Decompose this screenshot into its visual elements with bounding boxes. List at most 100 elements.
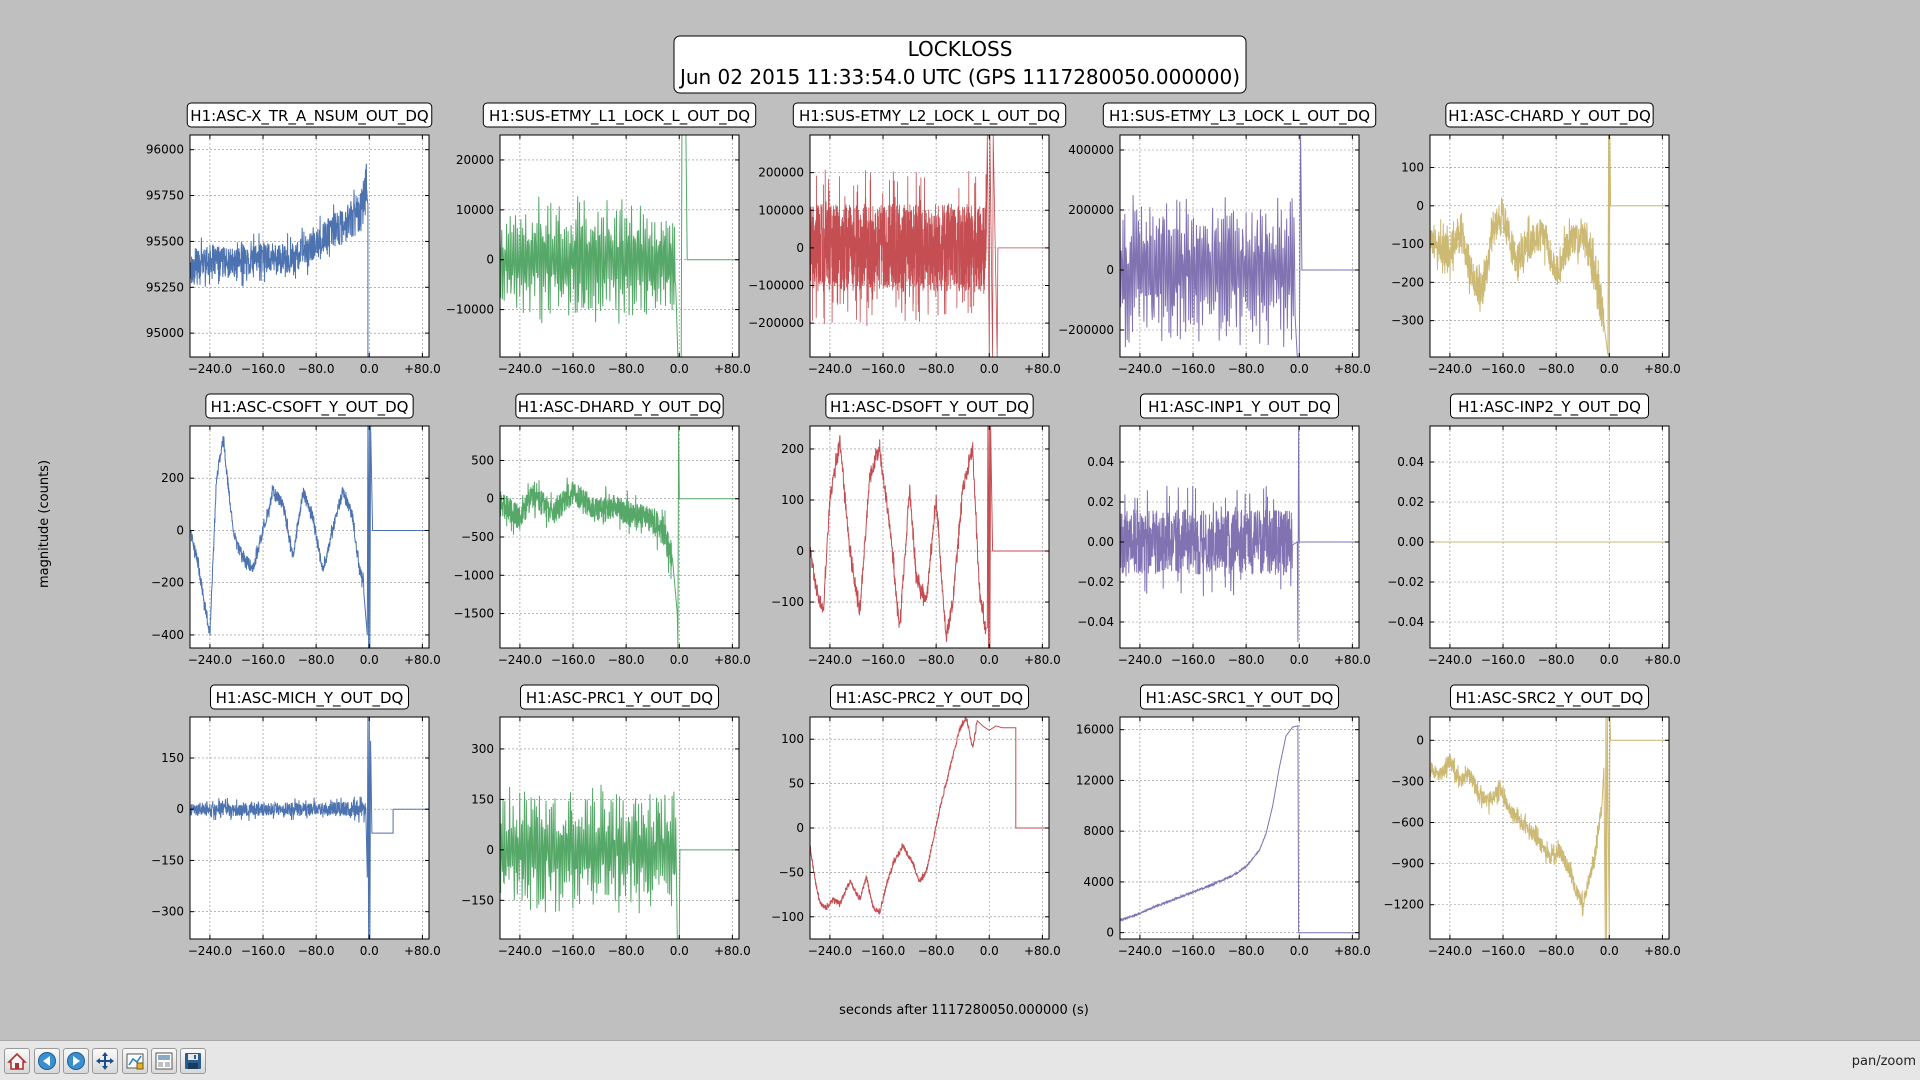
x-tick-label: 0.0 — [670, 362, 689, 376]
subplot-title: H1:ASC-DSOFT_Y_OUT_DQ — [825, 393, 1034, 419]
forward-button[interactable] — [63, 1048, 89, 1074]
figure-title-line2: Jun 02 2015 11:33:54.0 UTC (GPS 11172800… — [678, 65, 1240, 89]
subplot-title-text: H1:ASC-SRC2_Y_OUT_DQ — [1456, 689, 1644, 708]
subplot-title-box — [1445, 102, 1654, 128]
axes-frame — [1119, 425, 1360, 649]
configure-subplots-button[interactable] — [122, 1048, 148, 1074]
subplot-title-text: H1:SUS-ETMY_L2_LOCK_L_OUT_DQ — [799, 107, 1060, 126]
series-line — [810, 717, 1049, 915]
figure-canvas: LOCKLOSS Jun 02 2015 11:33:54.0 UTC (GPS… — [37, 35, 1681, 1018]
y-tick-label: 500 — [471, 453, 494, 467]
y-tick-label: 0.00 — [1087, 535, 1114, 549]
save-button[interactable] — [180, 1048, 206, 1074]
x-tick-label: −80.0 — [608, 944, 645, 958]
subplot-title: H1:ASC-SRC1_Y_OUT_DQ — [1140, 684, 1339, 710]
axes-frame — [499, 716, 740, 940]
y-tick-label: −300 — [151, 905, 184, 919]
figure-title: LOCKLOSS Jun 02 2015 11:33:54.0 UTC (GPS… — [673, 35, 1247, 94]
x-tick-label: +80.0 — [1334, 362, 1371, 376]
y-tick-label: 50 — [789, 777, 804, 791]
y-tick-label: 100000 — [758, 203, 804, 217]
series-line — [500, 784, 739, 939]
x-tick-label: +80.0 — [1024, 362, 1061, 376]
x-tick-label: −160.0 — [1171, 944, 1215, 958]
edit-axes-icon — [155, 1052, 173, 1070]
x-tick-label: −160.0 — [551, 362, 595, 376]
subplot-title-box — [792, 102, 1067, 128]
y-tick-label: 150 — [161, 751, 184, 765]
x-axis-label: seconds after 1117280050.000000 (s) — [839, 1003, 1089, 1018]
subplot-title-text: H1:ASC-SRC1_Y_OUT_DQ — [1146, 689, 1334, 708]
x-tick-label: 0.0 — [360, 944, 379, 958]
y-tick-label: −200000 — [1058, 323, 1114, 337]
y-tick-label: 0.00 — [1397, 535, 1424, 549]
series-line — [190, 426, 429, 648]
x-tick-label: 0.0 — [980, 944, 999, 958]
x-tick-label: −240.0 — [808, 362, 852, 376]
x-tick-label: 0.0 — [1290, 944, 1309, 958]
x-tick-label: 0.0 — [1290, 653, 1309, 667]
plot-area — [190, 426, 429, 648]
x-tick-label: 0.0 — [980, 362, 999, 376]
plot-area — [810, 717, 1049, 939]
subplot-title-text: H1:ASC-PRC1_Y_OUT_DQ — [526, 689, 713, 708]
subplot-title: H1:SUS-ETMY_L1_LOCK_L_OUT_DQ — [482, 102, 757, 128]
pan-button[interactable] — [92, 1048, 118, 1074]
subplot-title: H1:ASC-PRC2_Y_OUT_DQ — [830, 684, 1029, 710]
plot-area — [1430, 717, 1669, 939]
subplot-title-box — [520, 684, 719, 710]
home-button[interactable] — [4, 1048, 30, 1074]
series-line — [1430, 717, 1669, 939]
series-line — [810, 135, 1049, 357]
x-tick-label: +80.0 — [714, 362, 751, 376]
y-tick-label: −200000 — [748, 316, 804, 330]
subplot-title-box — [515, 393, 724, 419]
subplot-title-text: H1:ASC-X_TR_A_NSUM_OUT_DQ — [190, 107, 428, 126]
y-tick-label: 12000 — [1076, 773, 1114, 787]
subplot: −240.0 −160.0 −80.0 0.0 +80.0 −0.04 −0.02 0.00 0… — [1077, 393, 1371, 667]
x-tick-label: +80.0 — [1644, 653, 1681, 667]
y-tick-label: 95000 — [146, 326, 184, 340]
y-tick-label: 0 — [796, 544, 804, 558]
y-tick-label: 0 — [1416, 199, 1424, 213]
y-tick-label: 0 — [796, 821, 804, 835]
x-tick-label: −80.0 — [1228, 362, 1265, 376]
subplot: −240.0 −160.0 −80.0 0.0 +80.0 0 4000 8000 12000 1… — [1076, 684, 1371, 958]
x-tick-label: +80.0 — [714, 944, 751, 958]
y-tick-label: 0.04 — [1087, 455, 1114, 469]
series-line — [500, 426, 739, 648]
y-tick-label: 20000 — [456, 153, 494, 167]
figure-title-line1: LOCKLOSS — [908, 37, 1013, 61]
subplot-title-box — [825, 393, 1034, 419]
x-tick-label: +80.0 — [714, 653, 751, 667]
subplot-title-box — [210, 684, 409, 710]
subplots: −240.0 −160.0 −80.0 0.0 +80.0 95000 95250 95500… — [146, 102, 1681, 958]
x-tick-label: −160.0 — [241, 944, 285, 958]
y-tick-label: 0 — [796, 241, 804, 255]
subplot-title-text: H1:SUS-ETMY_L3_LOCK_L_OUT_DQ — [1109, 107, 1370, 126]
subplot: −240.0 −160.0 −80.0 0.0 +80.0 −100 0 100 200 H1:A… — [771, 393, 1061, 667]
x-tick-label: −160.0 — [551, 944, 595, 958]
back-button[interactable] — [34, 1048, 60, 1074]
y-tick-label: −600 — [1391, 816, 1424, 830]
edit-axes-button[interactable] — [151, 1048, 177, 1074]
subplot-title-text: H1:ASC-CSOFT_Y_OUT_DQ — [211, 398, 409, 417]
y-tick-label: 0 — [1416, 733, 1424, 747]
y-tick-label: −150 — [151, 853, 184, 867]
x-tick-label: −160.0 — [861, 653, 905, 667]
x-tick-label: +80.0 — [404, 653, 441, 667]
subplot-title-box — [1102, 102, 1377, 128]
x-tick-label: −240.0 — [1428, 653, 1472, 667]
subplot-title: H1:ASC-MICH_Y_OUT_DQ — [210, 684, 409, 710]
subplot: −240.0 −160.0 −80.0 0.0 +80.0 95000 95250 95500… — [146, 102, 441, 376]
x-tick-label: +80.0 — [1334, 653, 1371, 667]
x-tick-label: −160.0 — [861, 944, 905, 958]
x-tick-label: −80.0 — [1538, 944, 1575, 958]
axes-frame — [189, 716, 430, 940]
y-tick-label: −0.04 — [1387, 615, 1424, 629]
subplot-title: H1:ASC-INP1_Y_OUT_DQ — [1140, 393, 1339, 419]
subplot-title: H1:ASC-X_TR_A_NSUM_OUT_DQ — [186, 102, 433, 128]
x-tick-label: −80.0 — [918, 653, 955, 667]
subplot-title-box — [205, 393, 414, 419]
y-tick-label: 100 — [1401, 161, 1424, 175]
